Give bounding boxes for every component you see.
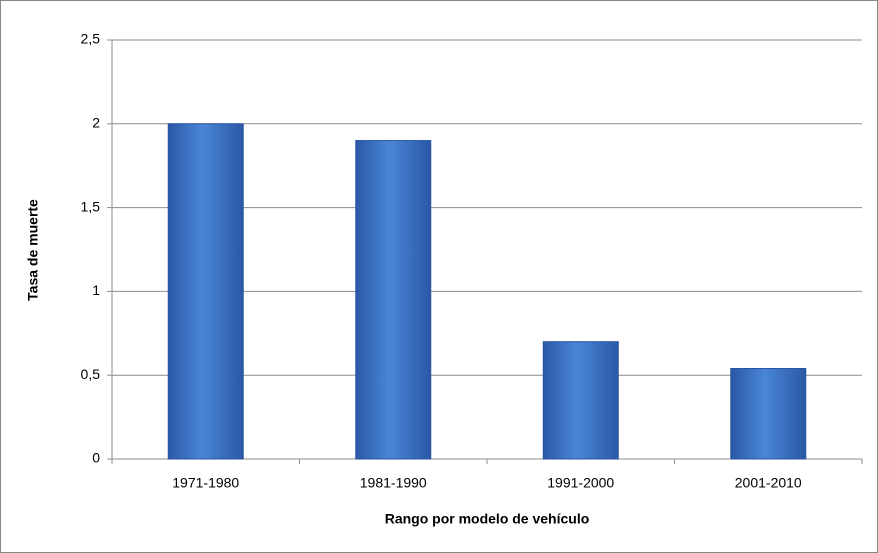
page: {"chart_data": {"type": "bar", "x_label"… xyxy=(0,0,878,553)
y-tick-label: 1,5 xyxy=(81,198,101,214)
chart: Rango por modelo de vehículo Tasa de mue… xyxy=(0,0,878,553)
bar xyxy=(543,342,618,459)
y-tick-label: 0 xyxy=(92,450,100,466)
x-tick-label: 1981-1990 xyxy=(360,475,427,491)
chart-border xyxy=(1,1,878,553)
bar xyxy=(731,368,806,459)
x-tick-label: 2001-2010 xyxy=(735,475,802,491)
y-axis-title: Tasa de muerte xyxy=(25,199,41,301)
x-tick-label: 1991-2000 xyxy=(547,475,614,491)
y-tick-label: 2,5 xyxy=(81,31,101,47)
y-tick-label: 0,5 xyxy=(81,366,101,382)
y-tick-label: 2 xyxy=(92,115,100,131)
x-tick-label: 1971-1980 xyxy=(172,475,239,491)
y-tick-label: 1 xyxy=(92,282,100,298)
bar xyxy=(356,141,431,459)
bar xyxy=(168,124,243,459)
x-axis-title: Rango por modelo de vehículo xyxy=(385,511,590,527)
